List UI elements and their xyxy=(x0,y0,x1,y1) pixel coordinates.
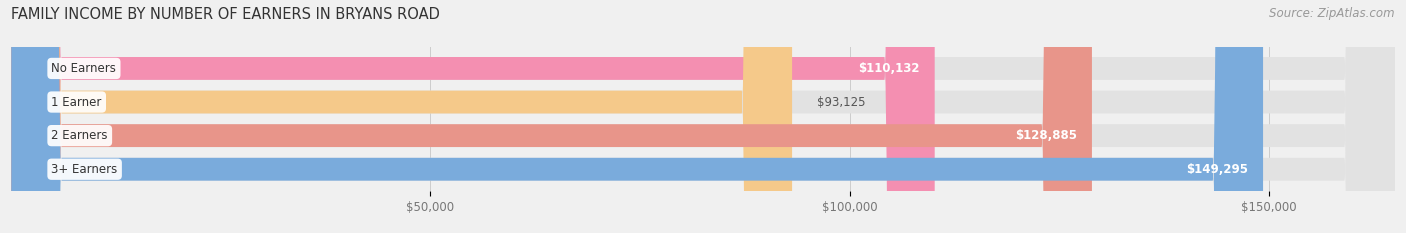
Text: No Earners: No Earners xyxy=(52,62,117,75)
Text: 3+ Earners: 3+ Earners xyxy=(52,163,118,176)
FancyBboxPatch shape xyxy=(11,0,1395,233)
Text: $128,885: $128,885 xyxy=(1015,129,1077,142)
FancyBboxPatch shape xyxy=(11,0,935,233)
Text: FAMILY INCOME BY NUMBER OF EARNERS IN BRYANS ROAD: FAMILY INCOME BY NUMBER OF EARNERS IN BR… xyxy=(11,7,440,22)
Text: $110,132: $110,132 xyxy=(858,62,920,75)
FancyBboxPatch shape xyxy=(11,0,792,233)
FancyBboxPatch shape xyxy=(11,0,1395,233)
FancyBboxPatch shape xyxy=(11,0,1395,233)
FancyBboxPatch shape xyxy=(11,0,1263,233)
Text: $93,125: $93,125 xyxy=(817,96,866,109)
Text: $149,295: $149,295 xyxy=(1187,163,1249,176)
Text: Source: ZipAtlas.com: Source: ZipAtlas.com xyxy=(1270,7,1395,20)
Text: 2 Earners: 2 Earners xyxy=(52,129,108,142)
FancyBboxPatch shape xyxy=(11,0,1092,233)
Text: 1 Earner: 1 Earner xyxy=(52,96,101,109)
FancyBboxPatch shape xyxy=(11,0,1395,233)
